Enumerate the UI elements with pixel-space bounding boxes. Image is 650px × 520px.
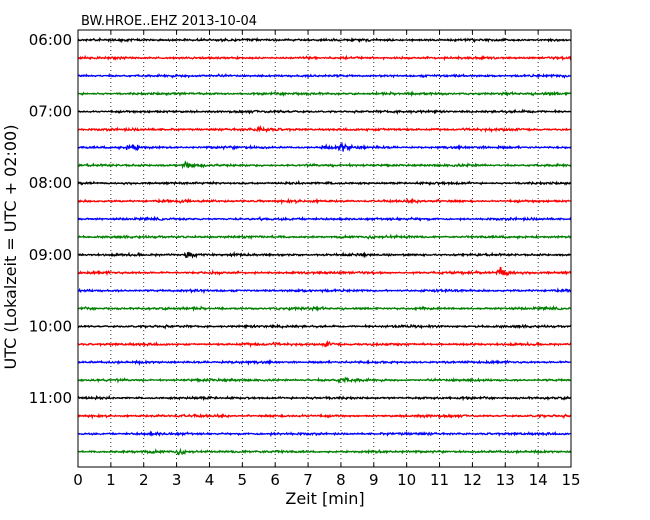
trace-line <box>77 141 572 152</box>
trace-line <box>77 394 572 402</box>
x-axis-title: Zeit [min] <box>285 489 364 508</box>
x-tick-label: 7 <box>303 471 313 489</box>
trace-line <box>77 197 572 206</box>
trace-line <box>77 90 572 98</box>
trace-line <box>77 323 572 330</box>
trace-line <box>77 124 572 133</box>
y-tick-label: 07:00 <box>29 103 72 121</box>
x-tick-label: 15 <box>561 471 580 489</box>
trace-line <box>77 54 572 62</box>
plot-frame <box>77 29 572 468</box>
trace-line <box>77 72 572 79</box>
y-tick-label: 10:00 <box>29 317 72 335</box>
x-tick-label: 11 <box>430 471 449 489</box>
trace-line <box>77 266 572 277</box>
trace-line <box>77 179 572 187</box>
x-tick-label: 14 <box>529 471 548 489</box>
trace-line <box>77 36 572 44</box>
trace-line <box>77 287 572 295</box>
trace-line <box>77 430 572 438</box>
x-axis: 0 1 2 3 4 5 6 7 8 9 10 11 12 13 14 15 <box>73 30 581 489</box>
trace-line <box>77 359 572 366</box>
trace-line <box>77 233 572 240</box>
x-tick-label: 10 <box>397 471 416 489</box>
x-tick-label: 5 <box>238 471 248 489</box>
x-tick-label: 12 <box>463 471 482 489</box>
trace-line <box>77 215 572 222</box>
x-tick-label: 13 <box>496 471 515 489</box>
y-tick-label: 09:00 <box>29 246 72 264</box>
y-axis: 06:00 07:00 08:00 09:00 10:00 11:00 <box>29 31 571 407</box>
trace-line <box>77 108 572 115</box>
x-tick-label: 8 <box>336 471 346 489</box>
seismic-traces <box>77 36 572 456</box>
trace-line <box>77 339 572 348</box>
grid-lines <box>110 30 539 467</box>
trace-line <box>77 412 572 420</box>
x-tick-label: 6 <box>270 471 280 489</box>
x-tick-label: 0 <box>73 471 83 489</box>
trace-line <box>77 305 572 312</box>
x-tick-label: 3 <box>172 471 182 489</box>
trace-line <box>77 160 572 170</box>
trace-line <box>77 447 572 456</box>
chart-title: BW.HROE..EHZ 2013-10-04 <box>81 14 257 29</box>
x-tick-label: 1 <box>106 471 116 489</box>
x-tick-label: 2 <box>139 471 149 489</box>
x-tick-label: 9 <box>369 471 379 489</box>
y-tick-label: 11:00 <box>29 389 72 407</box>
trace-line <box>77 250 572 259</box>
y-tick-label: 06:00 <box>29 31 72 49</box>
y-axis-title: UTC (Lokalzeit = UTC + 02:00) <box>1 125 20 370</box>
trace-line <box>77 376 572 384</box>
x-tick-label: 4 <box>205 471 215 489</box>
y-tick-label: 08:00 <box>29 174 72 192</box>
